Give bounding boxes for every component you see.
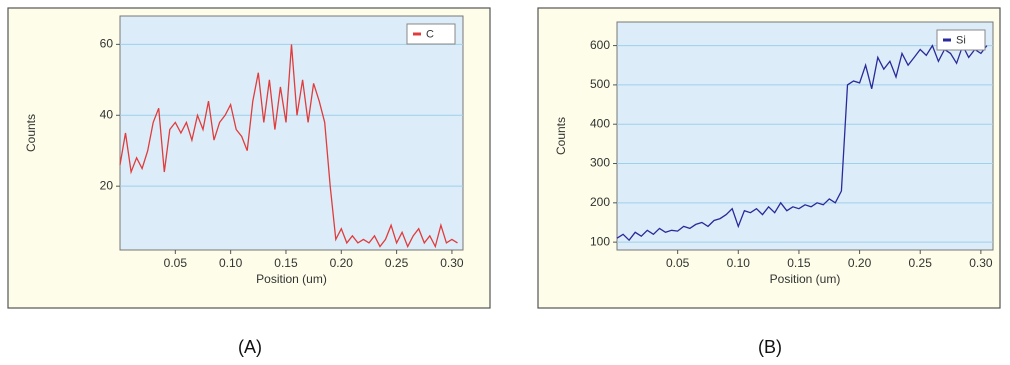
y-tick-label: 500 [590, 77, 610, 91]
y-tick-label: 100 [590, 234, 610, 248]
x-tick-label: 0.20 [848, 256, 872, 270]
x-tick-label: 0.10 [219, 256, 243, 270]
x-tick-label: 0.05 [164, 256, 188, 270]
chart-panel: 20 40 60 0.05 0.10 0.15 0.20 0.25 0.30 Position (… [7, 7, 491, 357]
x-tick-label: 0.30 [440, 256, 464, 270]
x-tick-label: 0.30 [969, 256, 993, 270]
chart-panel: 100 200 300 400 500 600 0.05 0.10 0.15 0.20 0.25 0.… [537, 7, 1001, 357]
legend-label: C [426, 28, 434, 40]
x-axis-label: Position (um) [256, 272, 327, 286]
y-tick-label: 300 [590, 156, 610, 170]
y-tick-label: 20 [100, 178, 114, 192]
x-tick-label: 0.25 [909, 256, 933, 270]
y-axis-label: Counts [24, 114, 38, 152]
plot-area [119, 15, 464, 251]
data-line [119, 44, 458, 249]
plot-area [616, 21, 994, 251]
y-tick-label: 400 [590, 116, 610, 130]
legend-label: Si [956, 34, 966, 46]
caption: (A) [238, 337, 262, 357]
x-tick-label: 0.15 [787, 256, 811, 270]
data-line [616, 43, 988, 242]
y-tick-label: 60 [100, 37, 114, 51]
y-tick-label: 200 [590, 195, 610, 209]
x-tick-label: 0.05 [666, 256, 690, 270]
legend-box [406, 23, 456, 45]
x-axis-label: Position (um) [770, 272, 841, 286]
caption: (B) [758, 337, 782, 357]
y-axis-label: Counts [554, 117, 568, 155]
x-tick-label: 0.10 [727, 256, 751, 270]
legend-box [936, 29, 986, 51]
y-tick-label: 600 [590, 38, 610, 52]
x-tick-label: 0.15 [274, 256, 298, 270]
x-tick-label: 0.25 [385, 256, 409, 270]
y-tick-label: 40 [100, 107, 114, 121]
x-tick-label: 0.20 [330, 256, 354, 270]
